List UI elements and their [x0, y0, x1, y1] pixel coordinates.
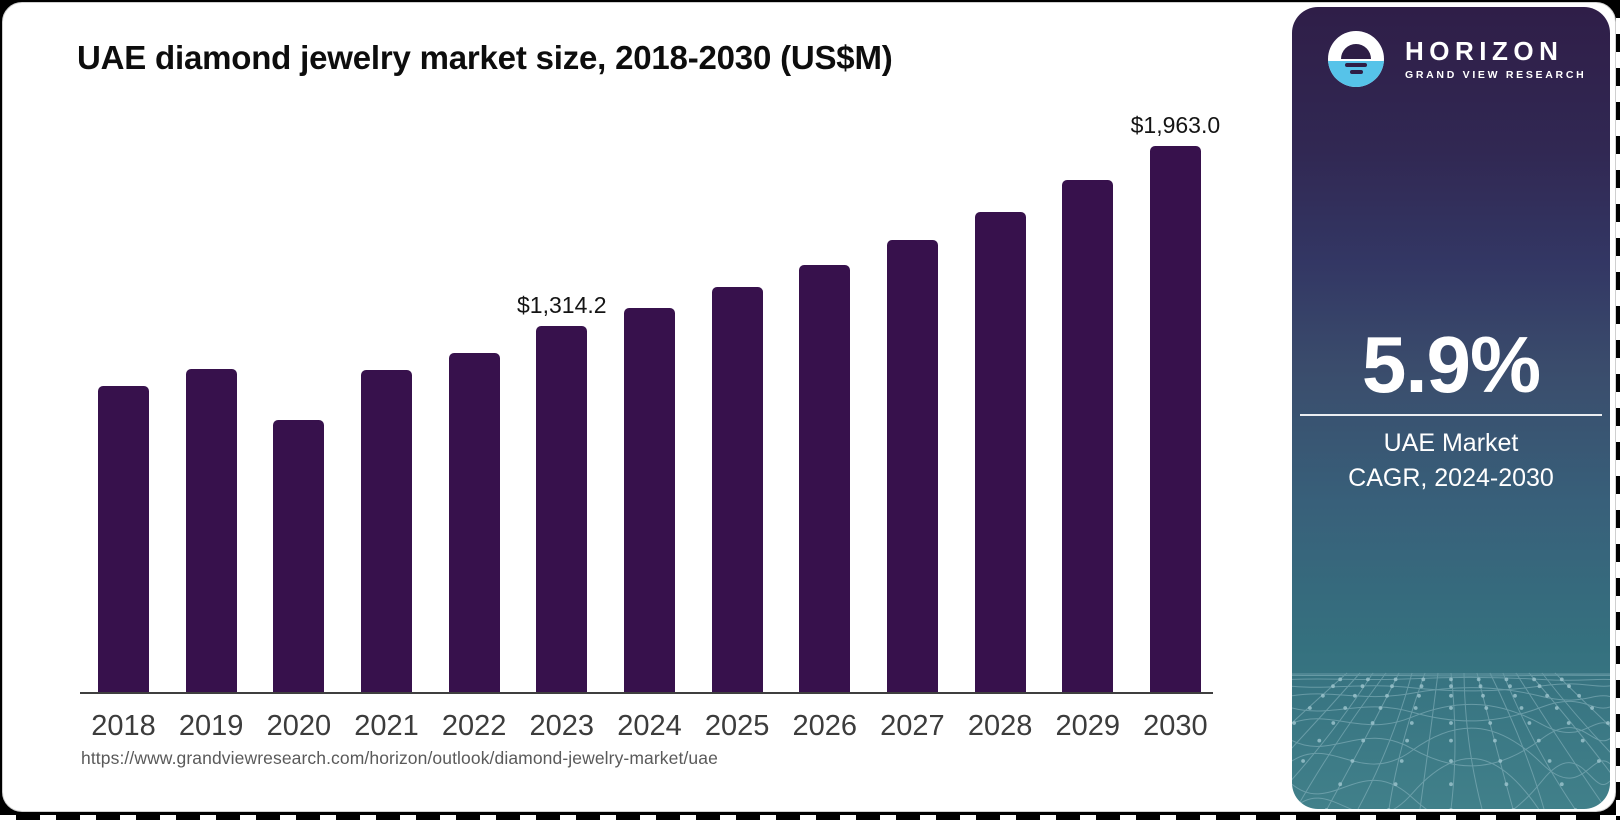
logo-reflection-line — [1345, 63, 1367, 67]
bar-2021 — [360, 370, 412, 692]
bar-slot-2024 — [623, 308, 675, 692]
x-tick-2024: 2024 — [617, 710, 682, 742]
bar-2028 — [974, 212, 1026, 692]
bar-slot-2026 — [799, 265, 851, 692]
screenshot-edge-dashes-right — [1616, 0, 1620, 820]
bar-2027 — [886, 240, 938, 692]
brand-name: HORIZON — [1405, 35, 1564, 66]
cagr-label-line2: CAGR, 2024-2030 — [1348, 464, 1554, 492]
bar-2020 — [273, 420, 325, 692]
chart-title: UAE diamond jewelry market size, 2018-20… — [77, 39, 893, 76]
horizon-sunrise-logo-icon — [1328, 31, 1384, 87]
bar-2018 — [98, 386, 149, 692]
bar-2030: $1,963.0 — [1131, 112, 1220, 692]
brand-sidebar: HORIZON GRAND VIEW RESEARCH 5.9% UAE Mar… — [1292, 7, 1610, 809]
x-axis-labels: 2018 2019 2020 2021 2022 2023 2024 2025 2026 2027… — [91, 710, 1208, 742]
brand-logo: HORIZON GRAND VIEW RESEARCH — [1328, 31, 1586, 87]
bar-slot-2027 — [886, 240, 938, 692]
screenshot-edge-dashes-bottom — [0, 815, 1620, 820]
x-tick-2026: 2026 — [792, 710, 858, 742]
bar-slot-2025 — [711, 287, 763, 692]
brand-subtitle: GRAND VIEW RESEARCH — [1405, 68, 1587, 81]
x-tick-2030: 2030 — [1143, 710, 1208, 742]
bar-slot-2023: $1,314.2 — [517, 292, 607, 692]
x-tick-2028: 2028 — [967, 710, 1033, 742]
bar-2023: $1,314.2 — [517, 292, 607, 692]
stat-divider — [1300, 414, 1602, 416]
bar-value-label-2023: $1,314.2 — [517, 292, 607, 318]
x-tick-2018: 2018 — [91, 710, 156, 742]
x-tick-2027: 2027 — [880, 710, 945, 742]
bar-slot-2030: $1,963.0 — [1131, 112, 1220, 692]
bar-slot-2020 — [273, 420, 325, 692]
bar-value-label-2030: $1,963.0 — [1130, 112, 1221, 138]
x-tick-2019: 2019 — [178, 710, 244, 742]
bar-chart: $1,314.2 $1,963.0 — [80, 112, 1220, 694]
x-tick-2023: 2023 — [529, 710, 595, 742]
cagr-label: UAE Market CAGR, 2024-2030 — [1292, 426, 1610, 496]
bar-2022 — [448, 353, 500, 692]
brand-text: HORIZON GRAND VIEW RESEARCH — [1405, 38, 1586, 81]
bar-2024 — [623, 308, 675, 692]
x-tick-2025: 2025 — [704, 710, 770, 742]
bar-slot-2029 — [1062, 180, 1114, 692]
x-tick-2022: 2022 — [441, 710, 507, 742]
cagr-value: 5.9% — [1361, 320, 1541, 409]
source-url: https://www.grandviewresearch.com/horizo… — [81, 748, 718, 768]
bar-2026 — [799, 265, 851, 692]
bars: $1,314.2 $1,963.0 — [98, 112, 1220, 692]
bar-2029 — [1062, 180, 1114, 692]
bar-2019 — [185, 369, 237, 692]
cagr-label-line1: UAE Market — [1383, 429, 1519, 457]
logo-reflection-line — [1349, 70, 1363, 74]
bar-slot-2018 — [98, 386, 149, 692]
x-tick-2029: 2029 — [1055, 710, 1120, 742]
bar-slot-2019 — [185, 369, 237, 692]
bar-slot-2022 — [448, 353, 500, 692]
logo-sun-shape — [1341, 44, 1371, 59]
wireframe-mesh-decoration — [1292, 672, 1610, 809]
x-tick-2021: 2021 — [354, 710, 419, 742]
bar-slot-2021 — [360, 370, 412, 692]
x-tick-2020: 2020 — [266, 710, 332, 742]
bar-slot-2028 — [974, 212, 1026, 692]
bar-2025 — [711, 287, 763, 692]
